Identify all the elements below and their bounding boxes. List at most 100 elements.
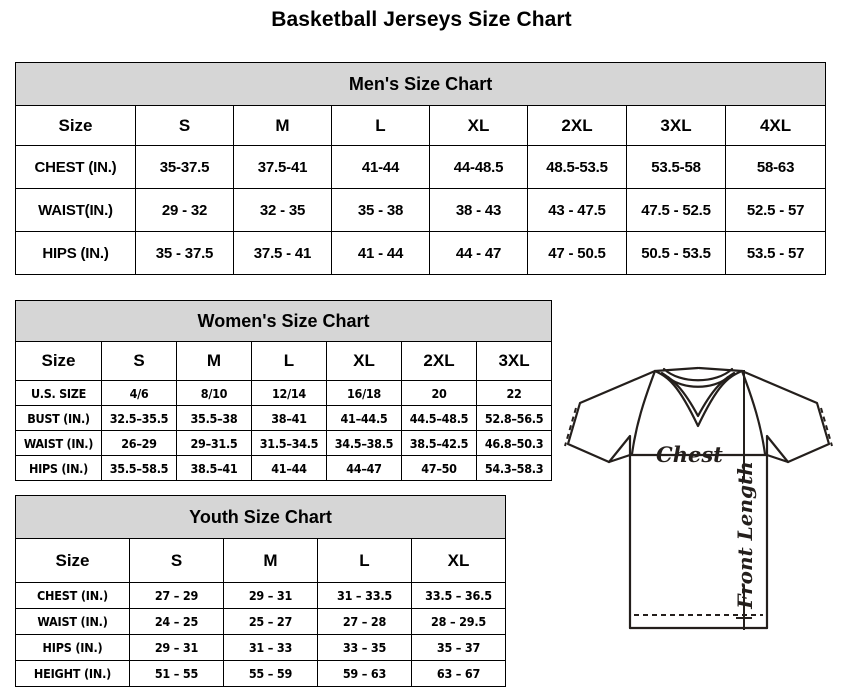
table-row: CHEST (IN.) 27 – 29 29 – 31 31 – 33.5 33… bbox=[15, 582, 507, 609]
jersey-right-outline bbox=[697, 366, 831, 630]
jersey-left-sleeve-join bbox=[607, 453, 632, 464]
youth-col-header: Size bbox=[15, 538, 130, 583]
mens-col-header: M bbox=[233, 105, 332, 146]
front-length-label: Front Length bbox=[733, 461, 757, 610]
womens-cell: 20 bbox=[401, 380, 477, 406]
womens-cell: 35.5–38 bbox=[176, 405, 252, 431]
table-row: BUST (IN.) 32.5–35.5 35.5–38 38–41 41–44… bbox=[15, 405, 553, 431]
youth-cell: 25 – 27 bbox=[223, 608, 318, 635]
womens-cell: 38–41 bbox=[251, 405, 327, 431]
mens-cell: 41 - 44 bbox=[331, 231, 430, 275]
mens-cell: 43 - 47.5 bbox=[527, 188, 627, 232]
womens-cell: 44–47 bbox=[326, 455, 402, 481]
womens-cell: 54.3–58.3 bbox=[475, 455, 553, 481]
womens-cell: 41–44 bbox=[251, 455, 327, 481]
womens-cell: 38.5–41 bbox=[176, 455, 252, 481]
womens-band-title: Women's Size Chart bbox=[14, 300, 553, 342]
jersey-right-armhole bbox=[740, 369, 767, 456]
jersey-vneck-outer bbox=[653, 369, 744, 428]
womens-cell: 8/10 bbox=[176, 380, 252, 406]
youth-cell: 55 – 59 bbox=[223, 660, 318, 687]
youth-cell: 27 – 28 bbox=[317, 608, 412, 635]
womens-row-label: BUST (IN.) bbox=[15, 405, 102, 431]
youth-col-header: S bbox=[129, 538, 224, 583]
youth-row-label: HIPS (IN.) bbox=[15, 634, 130, 661]
mens-cell: 53.5 - 57 bbox=[724, 231, 827, 275]
womens-cell: 41–44.5 bbox=[326, 405, 402, 431]
mens-col-header: S bbox=[135, 105, 234, 146]
womens-cell: 26–29 bbox=[101, 430, 177, 456]
youth-cell: 27 – 29 bbox=[129, 582, 224, 609]
womens-col-header: S bbox=[101, 341, 177, 381]
jersey-collar-arc-outer bbox=[662, 367, 734, 382]
mens-cell: 37.5-41 bbox=[233, 145, 332, 189]
youth-cell: 33 – 35 bbox=[317, 634, 412, 661]
womens-row-label: WAIST (IN.) bbox=[15, 430, 102, 456]
jersey-left-armhole bbox=[630, 369, 657, 456]
table-row: HIPS (IN.) 35 - 37.5 37.5 - 41 41 - 44 4… bbox=[15, 231, 827, 275]
mens-cell: 52.5 - 57 bbox=[724, 188, 827, 232]
jersey-collar-arc-inner bbox=[666, 375, 730, 388]
mens-col-header: 2XL bbox=[527, 105, 627, 146]
mens-cell: 32 - 35 bbox=[233, 188, 332, 232]
mens-cell: 58-63 bbox=[724, 145, 827, 189]
womens-cell: 38.5–42.5 bbox=[401, 430, 477, 456]
youth-col-header: XL bbox=[410, 538, 507, 583]
page-title: Basketball Jerseys Size Chart bbox=[271, 8, 572, 31]
youth-cell: 29 – 31 bbox=[223, 582, 318, 609]
youth-cell: 33.5 – 36.5 bbox=[410, 582, 507, 609]
mens-cell: 44 - 47 bbox=[429, 231, 528, 275]
mens-cell: 37.5 - 41 bbox=[233, 231, 332, 275]
mens-cell: 48.5-53.5 bbox=[527, 145, 627, 189]
table-band-row: Men's Size Chart bbox=[14, 62, 827, 106]
mens-band-title: Men's Size Chart bbox=[14, 62, 827, 106]
table-row: WAIST (IN.) 26–29 29–31.5 31.5–34.5 34.5… bbox=[15, 430, 553, 456]
mens-cell: 35-37.5 bbox=[135, 145, 234, 189]
youth-cell: 29 – 31 bbox=[129, 634, 224, 661]
youth-cell: 59 – 63 bbox=[317, 660, 412, 687]
womens-row-label: HIPS (IN.) bbox=[15, 455, 102, 481]
chest-label: Chest bbox=[656, 442, 723, 467]
table-header-row: Size S M L XL 2XL 3XL bbox=[15, 341, 553, 381]
mens-cell: 44-48.5 bbox=[429, 145, 528, 189]
jersey-right-sleeve-join bbox=[765, 453, 790, 464]
mens-row-label: WAIST(IN.) bbox=[15, 188, 136, 232]
mens-row-label: CHEST (IN.) bbox=[15, 145, 136, 189]
youth-col-header: M bbox=[223, 538, 318, 583]
womens-col-header: L bbox=[251, 341, 327, 381]
womens-cell: 44.5–48.5 bbox=[401, 405, 477, 431]
youth-row-label: WAIST (IN.) bbox=[15, 608, 130, 635]
youth-size-table: Youth Size Chart Size S M L XL CHEST (IN… bbox=[14, 495, 507, 687]
womens-cell: 34.5–38.5 bbox=[326, 430, 402, 456]
womens-cell: 31.5–34.5 bbox=[251, 430, 327, 456]
table-row: HIPS (IN.) 29 – 31 31 – 33 33 – 35 35 – … bbox=[15, 634, 507, 661]
mens-cell: 50.5 - 53.5 bbox=[626, 231, 726, 275]
table-header-row: Size S M L XL 2XL 3XL 4XL bbox=[15, 105, 827, 146]
womens-col-header: 3XL bbox=[475, 341, 553, 381]
table-band-row: Youth Size Chart bbox=[14, 495, 507, 539]
youth-cell: 24 – 25 bbox=[129, 608, 224, 635]
youth-row-label: CHEST (IN.) bbox=[15, 582, 130, 609]
jersey-left-outline bbox=[566, 366, 700, 630]
youth-band-title: Youth Size Chart bbox=[14, 495, 507, 539]
youth-cell: 31 – 33.5 bbox=[317, 582, 412, 609]
table-row: WAIST(IN.) 29 - 32 32 - 35 35 - 38 38 - … bbox=[15, 188, 827, 232]
mens-cell: 47.5 - 52.5 bbox=[626, 188, 726, 232]
table-band-row: Women's Size Chart bbox=[14, 300, 553, 342]
mens-size-table: Men's Size Chart Size S M L XL 2XL 3XL 4… bbox=[14, 62, 827, 275]
mens-cell: 47 - 50.5 bbox=[527, 231, 627, 275]
table-row: HEIGHT (IN.) 51 – 55 55 – 59 59 – 63 63 … bbox=[15, 660, 507, 687]
mens-col-header: 4XL bbox=[724, 105, 827, 146]
youth-col-header: L bbox=[317, 538, 412, 583]
table-row: HIPS (IN.) 35.5–58.5 38.5–41 41–44 44–47… bbox=[15, 455, 553, 481]
mens-cell: 29 - 32 bbox=[135, 188, 234, 232]
womens-size-table: Women's Size Chart Size S M L XL 2XL 3XL… bbox=[14, 300, 553, 481]
womens-cell: 46.8–50.3 bbox=[475, 430, 553, 456]
youth-cell: 51 – 55 bbox=[129, 660, 224, 687]
table-row: WAIST (IN.) 24 – 25 25 – 27 27 – 28 28 –… bbox=[15, 608, 507, 635]
womens-cell: 16/18 bbox=[326, 380, 402, 406]
mens-cell: 38 - 43 bbox=[429, 188, 528, 232]
youth-cell: 35 – 37 bbox=[410, 634, 507, 661]
womens-cell: 35.5–58.5 bbox=[101, 455, 177, 481]
youth-cell: 63 – 67 bbox=[410, 660, 507, 687]
